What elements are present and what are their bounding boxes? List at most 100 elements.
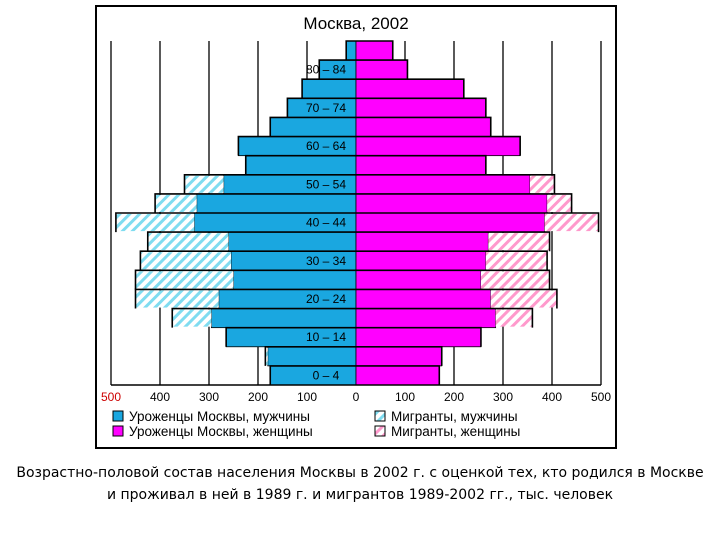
bar-female-migrant bbox=[485, 252, 548, 270]
bar-male-migrant bbox=[140, 252, 232, 270]
bar-female-native bbox=[355, 308, 497, 329]
age-label: 60 – 64 bbox=[306, 139, 346, 153]
bar-female-native bbox=[355, 117, 492, 137]
bar-male-native bbox=[345, 40, 357, 61]
x-tick-label: 200 bbox=[248, 390, 268, 404]
age-label: 20 – 24 bbox=[306, 292, 346, 306]
outline-female bbox=[356, 78, 465, 99]
outline-male bbox=[139, 250, 356, 271]
bar-female-migrant bbox=[490, 290, 557, 308]
bar-male-native bbox=[267, 346, 357, 367]
bar-male-migrant bbox=[135, 271, 234, 289]
bar-female-native bbox=[355, 97, 487, 118]
outline-male bbox=[171, 307, 356, 328]
outline-male bbox=[286, 97, 356, 118]
bar-female-migrant bbox=[529, 175, 555, 193]
legend-swatch bbox=[112, 410, 124, 422]
outline-female bbox=[356, 326, 482, 347]
outline-male bbox=[225, 326, 356, 347]
x-tick-label: 100 bbox=[395, 390, 415, 404]
bar-male-native bbox=[269, 117, 357, 137]
outline-female bbox=[356, 250, 548, 271]
bar-female-native bbox=[355, 155, 487, 176]
bar-female-native bbox=[355, 327, 482, 348]
outline-female bbox=[356, 173, 556, 194]
outline-female bbox=[356, 40, 394, 61]
age-label: 70 – 74 bbox=[306, 101, 346, 115]
bar-male-migrant bbox=[147, 233, 229, 251]
x-tick-label: 300 bbox=[493, 390, 513, 404]
bar-female-migrant bbox=[480, 271, 550, 289]
bar-male-migrant bbox=[184, 175, 224, 193]
caption-line-1: Возрастно-половой состав населения Москв… bbox=[16, 465, 704, 481]
age-label: 80 – 84 bbox=[306, 63, 346, 77]
outline-female bbox=[356, 365, 441, 385]
legend-label: Уроженцы Москвы, женщины bbox=[129, 424, 313, 439]
bar-female-native bbox=[355, 269, 482, 290]
x-tick-label: 400 bbox=[150, 390, 170, 404]
age-label: 10 – 14 bbox=[306, 330, 346, 344]
bar-female-native bbox=[355, 193, 548, 214]
legend-swatch bbox=[374, 410, 386, 422]
bar-male-migrant bbox=[155, 194, 197, 212]
outline-male bbox=[183, 173, 356, 194]
age-label: 40 – 44 bbox=[306, 216, 346, 230]
age-labels: 0 – 4 10 – 14 20 – 24 30 – 34 40 – 44 50 – 54… bbox=[306, 63, 346, 383]
legend-swatch bbox=[374, 425, 386, 437]
outline-female bbox=[356, 212, 600, 233]
outline-female bbox=[356, 135, 521, 156]
bar-outlines bbox=[115, 40, 600, 385]
outline-male bbox=[244, 154, 356, 175]
bar-female-native bbox=[355, 136, 521, 157]
bar-male-native bbox=[233, 269, 357, 290]
x-tick-label: 400 bbox=[542, 390, 562, 404]
outline-female bbox=[356, 288, 558, 309]
bar-female-migrant bbox=[495, 309, 533, 327]
bar-female-native bbox=[355, 231, 489, 252]
chart-frame: Москва, 2002 0 – 4 10 – 14 20 – 24 30 – 34 4… bbox=[95, 5, 617, 449]
outline-female bbox=[356, 345, 443, 366]
x-tick-label: 0 bbox=[353, 390, 360, 404]
bar-male-migrant bbox=[135, 290, 219, 308]
legend-label: Мигранты, женщины bbox=[391, 424, 520, 439]
outline-male bbox=[269, 365, 356, 385]
population-pyramid-chart: Москва, 2002 0 – 4 10 – 14 20 – 24 30 – 34 4… bbox=[101, 14, 611, 439]
bar-male-native bbox=[228, 231, 357, 252]
bar-male-native bbox=[245, 155, 357, 176]
outline-female bbox=[356, 231, 551, 252]
x-tick-label: 300 bbox=[199, 390, 219, 404]
bar-female-native bbox=[355, 174, 531, 195]
bar-female-native bbox=[355, 78, 465, 99]
bar-female-native bbox=[355, 289, 492, 309]
bar-female-migrant bbox=[488, 233, 550, 251]
outline-female bbox=[356, 154, 487, 175]
bar-male-migrant bbox=[172, 309, 212, 327]
bar-female-native bbox=[355, 250, 487, 271]
bar-male-migrant bbox=[265, 347, 268, 365]
bar-male-native bbox=[211, 308, 357, 329]
outline-male bbox=[146, 231, 356, 252]
x-tick-label: 100 bbox=[297, 390, 317, 404]
outline-male bbox=[154, 193, 356, 213]
legend-swatch bbox=[112, 425, 124, 437]
x-tick-label: 200 bbox=[444, 390, 464, 404]
bar-female-native bbox=[355, 365, 440, 386]
outline-female bbox=[356, 97, 487, 118]
bar-female-native bbox=[355, 212, 546, 233]
outline-female bbox=[356, 269, 551, 290]
outline-male bbox=[301, 78, 356, 99]
outline-female bbox=[356, 116, 492, 137]
chart-title: Москва, 2002 bbox=[303, 14, 408, 33]
age-label: 50 – 54 bbox=[306, 177, 346, 191]
x-tick-labels: 500 400 300 200 100 0 100 200 300 400 500 bbox=[101, 390, 611, 404]
outline-male bbox=[115, 212, 356, 233]
outline-male bbox=[318, 59, 356, 80]
bar-female-migrant bbox=[544, 214, 599, 232]
bar-female-native bbox=[355, 346, 443, 367]
x-tick-label: 500 bbox=[101, 390, 121, 404]
outline-male bbox=[264, 345, 356, 366]
age-label: 0 – 4 bbox=[313, 368, 340, 382]
outline-female bbox=[356, 59, 409, 80]
figure-caption: Возрастно-половой состав населения Москв… bbox=[0, 462, 720, 506]
